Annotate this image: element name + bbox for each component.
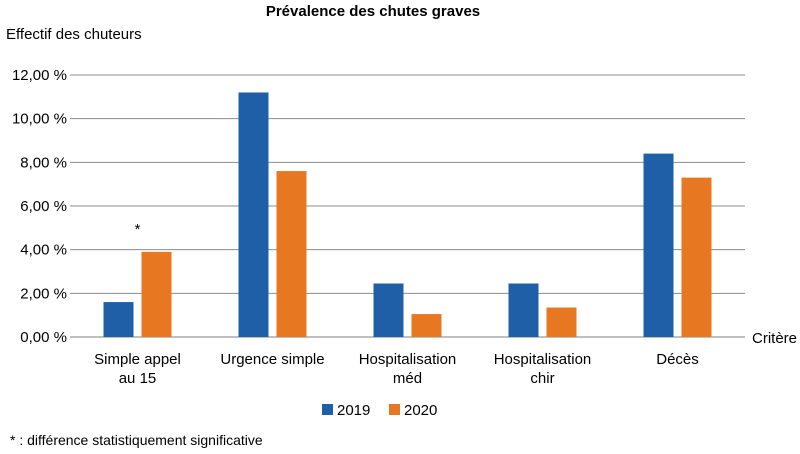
x-tick-label: Hospitalisation — [359, 351, 457, 368]
x-tick-label: chir — [530, 370, 554, 387]
x-tick-labels: Simple appel au 15 Urgence simple Hospitali… — [94, 351, 699, 387]
legend: 2019 2020 — [322, 402, 437, 419]
y-tick-label: 8,00 % — [20, 154, 67, 171]
bar-2020-0 — [141, 251, 172, 337]
x-tick-label: Hospitalisation — [494, 351, 592, 368]
x-tick-label: Décès — [656, 351, 699, 368]
x-tick-label: Urgence simple — [220, 351, 324, 368]
legend-label-2020: 2020 — [404, 402, 437, 419]
bar-2019-0 — [103, 302, 134, 337]
bar-2020-2 — [411, 314, 442, 337]
y-axis-label: Effectif des chuteurs — [6, 26, 142, 43]
bar-2020-1 — [276, 171, 307, 337]
x-tick-label: méd — [393, 370, 422, 387]
y-tick-label: 4,00 % — [20, 242, 67, 259]
bars — [103, 92, 712, 337]
legend-label-2019: 2019 — [337, 402, 370, 419]
annotations: * — [135, 221, 141, 238]
y-tick-label: 2,00 % — [20, 285, 67, 302]
bar-2019-4 — [643, 153, 674, 337]
x-tick-label: Simple appel — [94, 351, 181, 368]
legend-swatch-2019 — [322, 404, 333, 415]
bar-2019-3 — [508, 283, 539, 337]
chart-title: Prévalence des chutes graves — [266, 3, 480, 20]
y-tick-label: 6,00 % — [20, 198, 67, 215]
legend-swatch-2020 — [389, 404, 400, 415]
bar-2020-3 — [546, 307, 577, 337]
bar-2019-2 — [373, 283, 404, 337]
bar-2020-4 — [681, 177, 712, 337]
bar-2019-1 — [238, 92, 269, 337]
significance-marker: * — [135, 221, 141, 238]
y-tick-label: 12,00 % — [12, 67, 67, 84]
x-tick-label: au 15 — [119, 370, 157, 387]
y-tick-label: 0,00 % — [20, 329, 67, 346]
y-tick-labels: 0,00 % 2,00 % 4,00 % 6,00 % 8,00 % 10,00 % 12,… — [12, 67, 67, 346]
footnote: * : différence statistiquement significa… — [10, 432, 263, 448]
x-axis-label: Critère — [752, 330, 797, 347]
gridlines — [70, 74, 745, 338]
y-tick-label: 10,00 % — [12, 111, 67, 128]
